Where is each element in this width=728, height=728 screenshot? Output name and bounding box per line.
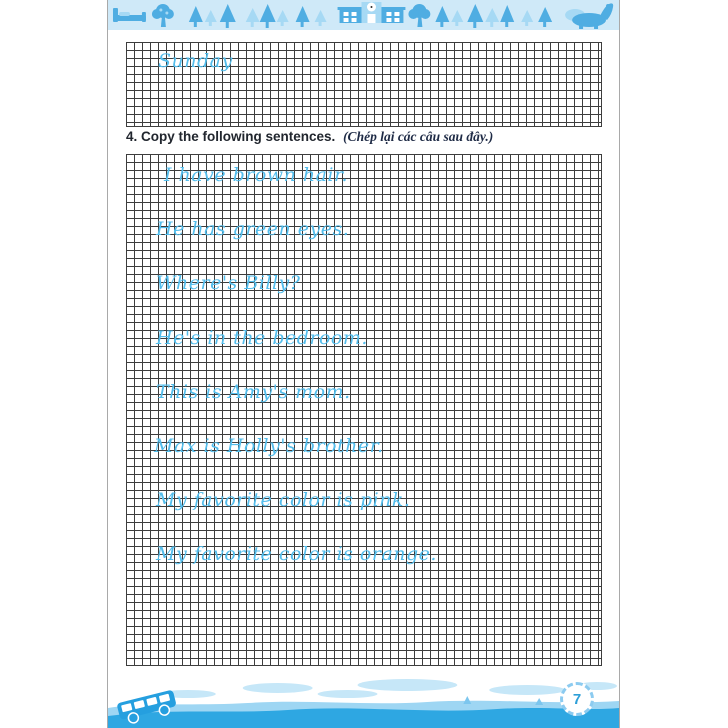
pine-trees-icon	[435, 4, 553, 28]
round-tree-icon	[151, 4, 174, 27]
exercise-title-en: 4. Copy the following sentences.	[126, 129, 336, 144]
copied-sentence-4: He's in the bedroom.	[156, 327, 368, 349]
page-number: 7	[572, 690, 582, 708]
animals-icon	[565, 3, 614, 29]
copied-sentence-7: My favorite color is pink.	[156, 489, 411, 511]
round-tree-icon	[408, 4, 431, 27]
exercise-title-vi: (Chép lại các câu sau đây.)	[343, 129, 494, 144]
top-banner-art	[112, 2, 614, 29]
pine-trees-icon	[188, 4, 327, 28]
exercise-heading: 4. Copy the following sentences. (Chép l…	[126, 129, 606, 145]
practice-grid-main	[126, 154, 602, 666]
copied-sentence-6: Max is Holly's brother.	[154, 435, 384, 457]
copied-sentence-8: My favorite color is orange.	[156, 543, 437, 565]
school-icon	[337, 2, 406, 23]
practice-grid-top	[126, 42, 602, 127]
copied-sentence-3: Where's Billy?	[156, 272, 301, 294]
hill-dark	[108, 708, 619, 728]
school-bus-icon	[117, 690, 176, 724]
bed-icon	[112, 8, 146, 22]
copied-sentence-2: He has green eyes.	[156, 218, 350, 240]
bottom-banner-art	[108, 678, 619, 728]
copied-sentence-5: This is Amy's mom.	[156, 381, 351, 403]
page-number-badge: 7	[560, 682, 594, 716]
top-banner	[108, 0, 619, 30]
workbook-page: Sunday 4. Copy the following sentences. …	[107, 0, 620, 728]
bottom-banner	[108, 678, 619, 728]
copied-sentence-1: I have brown hair.	[164, 164, 349, 186]
practice-word: Sunday	[158, 50, 233, 72]
